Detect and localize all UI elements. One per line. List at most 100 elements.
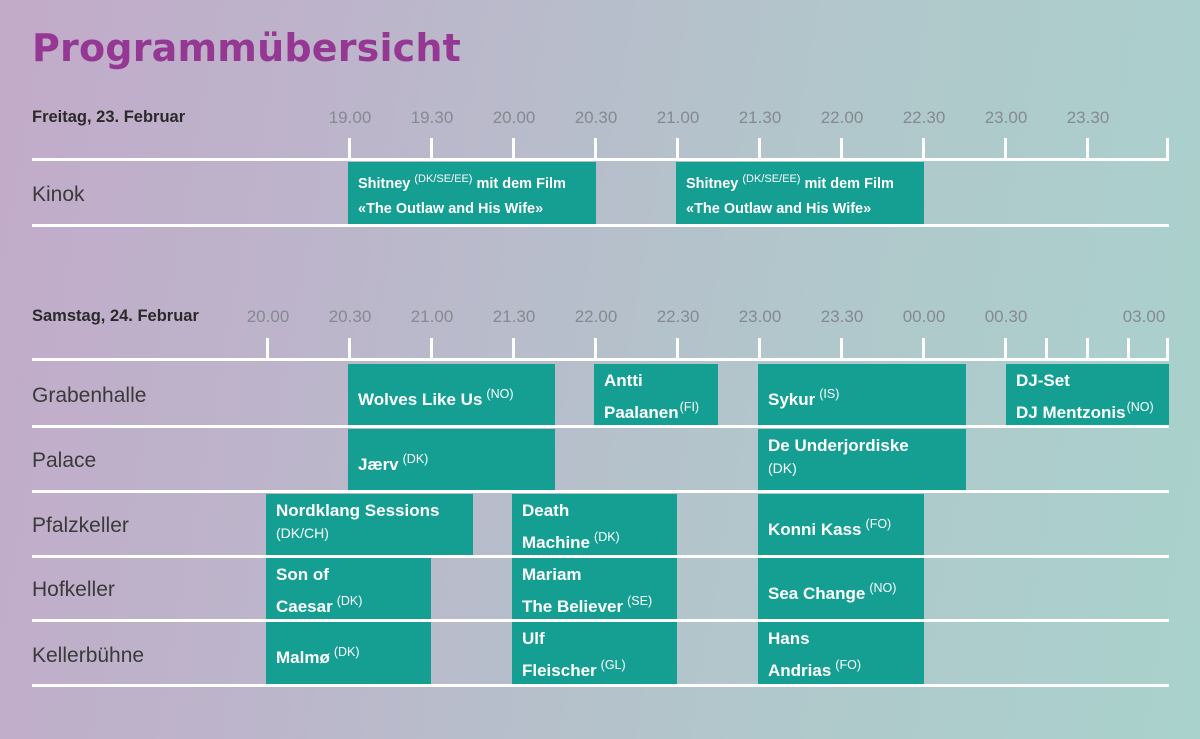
friday-time-2000: 20.00 — [492, 108, 536, 127]
saturday-time-0000: 00.00 — [902, 307, 946, 326]
event-artist: Ulf — [522, 629, 545, 648]
event-son-of-caesar[interactable]: Son of Caesar (DK) — [266, 558, 431, 619]
event-sykur[interactable]: Sykur (IS) — [758, 364, 966, 425]
event-artist: Shitney — [686, 176, 739, 192]
event-death-machine[interactable]: Death Machine (DK) — [512, 494, 677, 555]
saturday-tick — [348, 338, 351, 361]
saturday-tick — [1004, 338, 1007, 361]
friday-tick — [922, 138, 925, 161]
saturday-tick — [1045, 338, 1048, 361]
event-artist-cont: Machine — [522, 533, 591, 552]
event-antti-paalanen[interactable]: Antti Paalanen(FI) — [594, 364, 718, 425]
friday-tick — [594, 138, 597, 161]
friday-time-2130: 21.30 — [738, 108, 782, 127]
row-divider — [32, 555, 1169, 558]
event-wolves-like-us[interactable]: Wolves Like Us (NO) — [348, 364, 555, 425]
venue-pfalzkeller: Pfalzkeller — [32, 514, 129, 537]
event-artist: Sykur — [768, 390, 816, 409]
event-artist: Sea Change — [768, 584, 866, 603]
venue-hofkeller: Hofkeller — [32, 578, 115, 601]
saturday-tick — [594, 338, 597, 361]
event-artist: Son of — [276, 565, 329, 584]
event-nordklang-sessions[interactable]: Nordklang Sessions (DK/CH) — [266, 494, 473, 555]
venue-kinok: Kinok — [32, 183, 85, 206]
event-shitney-2[interactable]: Shitney (DK/SE/EE) mit dem Film «The Outl… — [676, 162, 924, 224]
event-artist-cont: DJ Mentzonis — [1016, 403, 1126, 422]
event-origin: (GL) — [600, 658, 626, 672]
venue-grabenhalle: Grabenhalle — [32, 384, 147, 407]
saturday-time-2100: 21.00 — [410, 307, 454, 326]
event-origin: (NO) — [1126, 400, 1154, 414]
event-dj-mentzonis[interactable]: DJ-Set DJ Mentzonis(NO) — [1006, 364, 1169, 425]
saturday-time-2300: 23.00 — [738, 307, 782, 326]
event-origin: (DK/SE/EE) — [742, 173, 801, 185]
event-artist: Nordklang Sessions — [276, 501, 440, 520]
event-sea-change[interactable]: Sea Change (NO) — [758, 558, 924, 619]
event-hans-andrias[interactable]: Hans Andrias (FO) — [758, 622, 924, 684]
event-artist: Hans — [768, 629, 810, 648]
event-artist: Wolves Like Us — [358, 390, 483, 409]
friday-date-label: Freitag, 23. Februar — [32, 108, 186, 126]
saturday-tick — [1086, 338, 1089, 361]
friday-tick — [1086, 138, 1089, 161]
saturday-tick — [758, 338, 761, 361]
event-mariam-the-believer[interactable]: Mariam The Believer (SE) — [512, 558, 677, 619]
event-shitney-1[interactable]: Shitney (DK/SE/EE) mit dem Film «The Outl… — [348, 162, 596, 224]
event-artist: Antti — [604, 371, 643, 390]
friday-time-1930: 19.30 — [410, 108, 454, 127]
row-divider — [32, 224, 1169, 227]
event-film-title: «The Outlaw and His Wife» — [358, 201, 544, 217]
friday-time-1900: 19.00 — [328, 108, 372, 127]
event-ulf-fleischer[interactable]: Ulf Fleischer (GL) — [512, 622, 677, 684]
event-origin: (IS) — [819, 387, 840, 401]
event-origin: (DK/SE/EE) — [414, 173, 473, 185]
event-konni-kass[interactable]: Konni Kass (FO) — [758, 494, 924, 555]
saturday-time-2230: 22.30 — [656, 307, 700, 326]
friday-timeline-axis — [32, 158, 1169, 161]
event-origin: (DK) — [594, 530, 620, 544]
friday-time-2300: 23.00 — [984, 108, 1028, 127]
saturday-tick — [676, 338, 679, 361]
row-divider — [32, 425, 1169, 428]
saturday-timeline-axis — [32, 358, 1169, 361]
venue-palace: Palace — [32, 449, 97, 472]
friday-tick — [1004, 138, 1007, 161]
saturday-time-0300: 03.00 — [1122, 307, 1166, 326]
event-artist: Mariam — [522, 565, 582, 584]
event-origin: (DK) — [768, 460, 797, 476]
row-divider — [32, 684, 1169, 687]
event-origin: (FO) — [835, 658, 861, 672]
saturday-time-0030: 00.30 — [984, 307, 1028, 326]
page-title: Programmübersicht — [32, 26, 462, 70]
event-artist-cont: Caesar — [276, 597, 333, 616]
event-artist-cont: The Believer — [522, 597, 624, 616]
friday-tick — [840, 138, 843, 161]
saturday-tick — [430, 338, 433, 361]
saturday-time-2030: 20.30 — [328, 307, 372, 326]
saturday-tick — [1127, 338, 1130, 361]
event-malmo[interactable]: Malmø (DK) — [266, 622, 431, 684]
event-artist: Malmø — [276, 648, 330, 667]
event-origin: (DK/CH) — [276, 525, 329, 541]
event-jaerv[interactable]: Jærv (DK) — [348, 429, 555, 490]
event-artist: Death — [522, 501, 570, 520]
friday-tick — [512, 138, 515, 161]
event-origin: (NO) — [869, 581, 897, 595]
friday-tick — [430, 138, 433, 161]
friday-tick — [758, 138, 761, 161]
event-origin: (DK) — [336, 594, 363, 608]
event-artist: DJ-Set — [1016, 371, 1070, 390]
friday-time-2200: 22.00 — [820, 108, 864, 127]
event-de-underjordiske[interactable]: De Underjordiske (DK) — [758, 429, 966, 490]
row-divider — [32, 619, 1169, 622]
friday-tick — [1166, 138, 1169, 161]
event-artist: Jærv — [358, 455, 399, 474]
friday-tick — [676, 138, 679, 161]
event-artist-cont: Fleischer — [522, 661, 597, 680]
event-origin: (DK) — [402, 452, 429, 466]
event-artist: Shitney — [358, 176, 411, 192]
event-artist-cont: Paalanen — [604, 403, 679, 422]
friday-tick — [348, 138, 351, 161]
saturday-tick — [512, 338, 515, 361]
saturday-time-2330: 23.30 — [820, 307, 864, 326]
